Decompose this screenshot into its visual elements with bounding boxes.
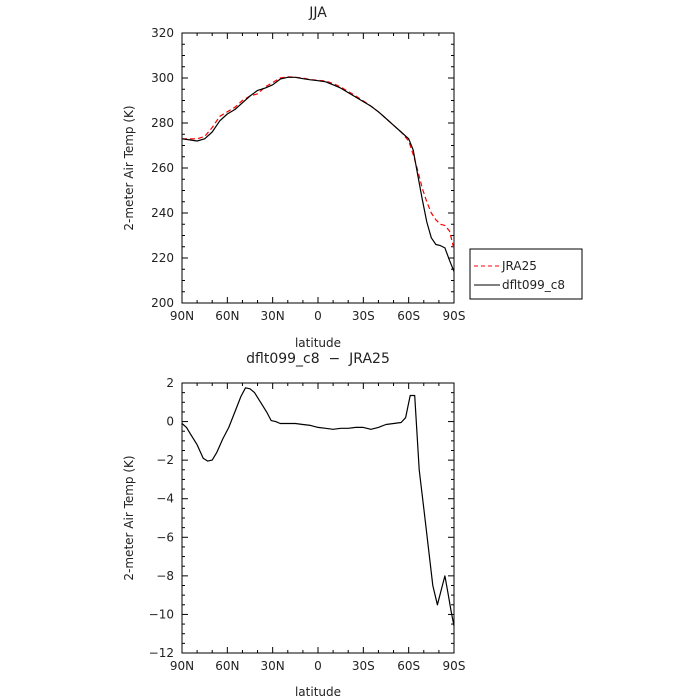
legend-box — [469, 248, 583, 300]
top-chart-panel: JJA 90N 60N 30N 0 30S 60S 90S 200 220 240 260 280 3… — [122, 5, 583, 350]
top-x-tick-label: 90S — [443, 309, 466, 323]
top-series-lines — [181, 76, 455, 272]
bottom-plot-frame — [181, 382, 455, 654]
bottom-x-tick-label: 90N — [170, 659, 194, 673]
top-series-line-jra25 — [182, 76, 455, 250]
top-x-tick-label: 60N — [215, 309, 239, 323]
top-y-tick-label: 300 — [151, 71, 174, 85]
top-y-tick-label: 220 — [151, 251, 174, 265]
top-y-ticks: 200 220 240 260 280 300 320 — [151, 26, 454, 310]
legend: JRA25 dflt099_c8 — [469, 248, 583, 300]
top-y-axis-label: 2-meter Air Temp (K) — [122, 105, 136, 230]
top-y-tick-label: 200 — [151, 296, 174, 310]
bottom-y-ticks: 2 0 −2 −4 −6 −8 −10 −12 — [149, 376, 454, 660]
bottom-y-tick-label: 2 — [166, 376, 174, 390]
bottom-x-tick-label: 30N — [261, 659, 285, 673]
bottom-y-tick-label: −4 — [156, 492, 174, 506]
top-x-tick-label: 30N — [261, 309, 285, 323]
top-y-tick-label: 240 — [151, 206, 174, 220]
bottom-y-tick-label: −8 — [156, 569, 174, 583]
bottom-x-tick-label: 60N — [215, 659, 239, 673]
top-plot-frame — [181, 32, 455, 304]
bottom-y-tick-label: −2 — [156, 453, 174, 467]
top-x-tick-label: 60S — [397, 309, 420, 323]
bottom-y-tick-label: −10 — [149, 607, 174, 621]
legend-label-dflt099-c8: dflt099_c8 — [502, 278, 565, 292]
bottom-x-ticks: 90N 60N 30N 0 30S 60S 90S — [170, 383, 466, 673]
top-y-tick-label: 280 — [151, 116, 174, 130]
bottom-chart-title: dflt099_c8 − JRA25 — [246, 351, 390, 367]
bottom-y-tick-label: −6 — [156, 530, 174, 544]
top-y-tick-label: 260 — [151, 161, 174, 175]
bottom-y-tick-label: 0 — [166, 415, 174, 429]
top-series-line-dflt099-c8 — [181, 76, 455, 272]
bottom-x-tick-label: 0 — [314, 659, 322, 673]
bottom-chart-panel: dflt099_c8 − JRA25 90N 60N 30N 0 30S 60S 90S 2… — [122, 351, 465, 699]
bottom-x-tick-label: 90S — [443, 659, 466, 673]
bottom-x-tick-label: 60S — [397, 659, 420, 673]
top-y-tick-label: 320 — [151, 26, 174, 40]
top-x-tick-label: 90N — [170, 309, 194, 323]
bottom-series-line-1 — [181, 387, 455, 627]
bottom-x-axis-label: latitude — [295, 685, 341, 699]
bottom-y-axis-label: 2-meter Air Temp (K) — [122, 455, 136, 580]
bottom-y-tick-label: −12 — [149, 646, 174, 660]
bottom-series-lines — [181, 387, 455, 627]
legend-label-jra25: JRA25 — [501, 259, 537, 273]
bottom-x-tick-label: 30S — [352, 659, 375, 673]
top-x-axis-label: latitude — [295, 336, 341, 350]
top-chart-title: JJA — [308, 5, 327, 21]
top-x-tick-label: 30S — [352, 309, 375, 323]
top-x-ticks: 90N 60N 30N 0 30S 60S 90S — [170, 33, 466, 323]
top-x-tick-label: 0 — [314, 309, 322, 323]
